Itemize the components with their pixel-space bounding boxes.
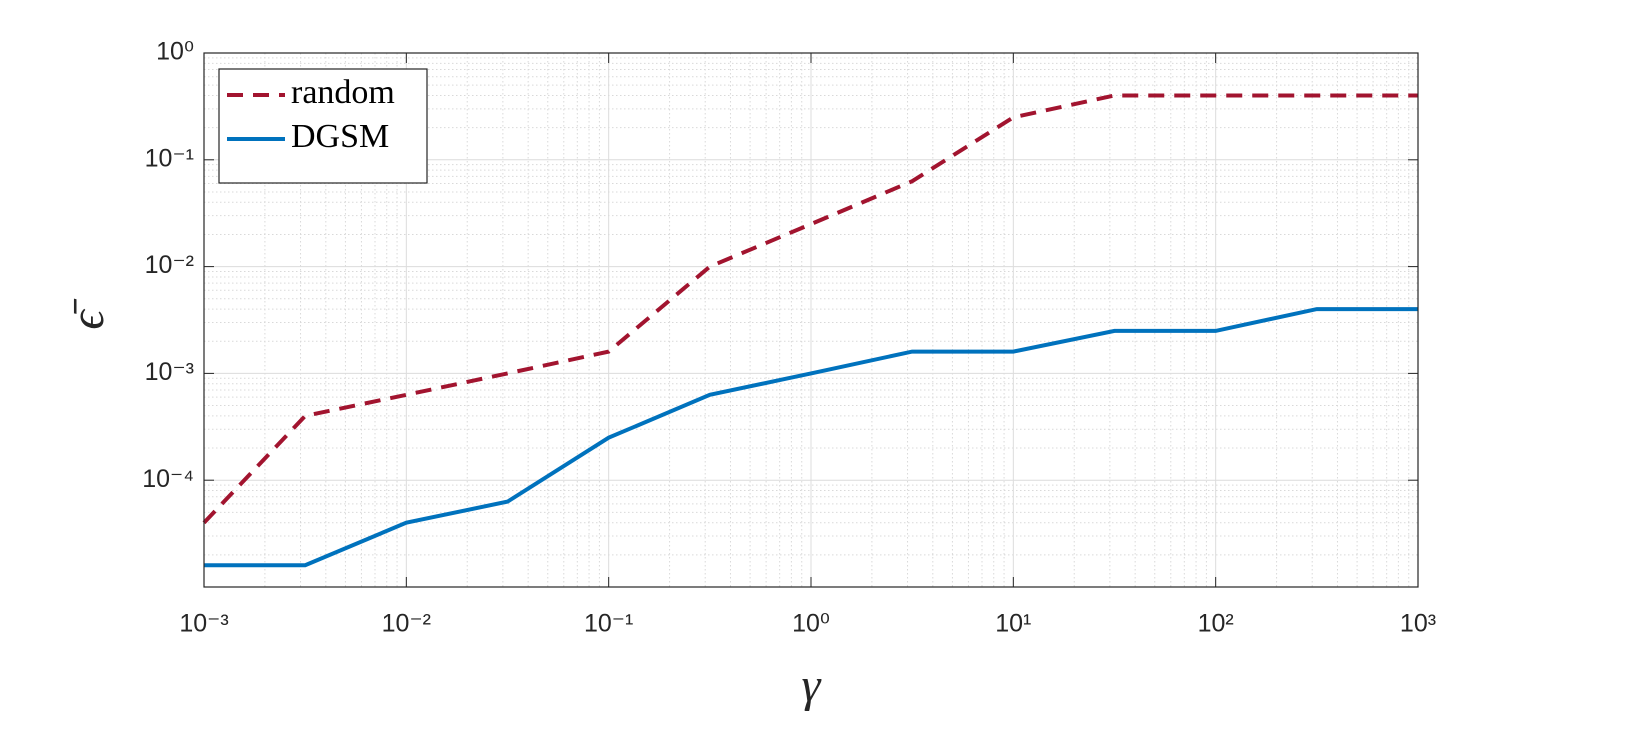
legend-label: DGSM [291, 118, 389, 155]
data-line [202, 93, 1418, 525]
x-axis-label: γ [802, 659, 822, 712]
y-tick-label: 10⁻¹ [145, 144, 194, 172]
legend-label: random [291, 74, 395, 111]
y-tick-label: 10⁻² [145, 251, 194, 279]
y-tick-label: 10⁻³ [145, 358, 194, 386]
x-tick-label: 10⁻² [382, 610, 431, 638]
x-tick-label: 10⁻³ [179, 610, 228, 638]
y-tick-label: 10⁻⁴ [142, 465, 194, 493]
x-tick-label: 10⁰ [792, 610, 830, 638]
x-tick-label: 10³ [1400, 610, 1436, 638]
y-tick-label: 10⁰ [156, 38, 194, 66]
legend-box [218, 68, 428, 184]
plot-area [202, 93, 1418, 568]
x-tick-label: 10² [1198, 610, 1234, 638]
x-tick-label: 10¹ [995, 610, 1031, 638]
axes-box [203, 52, 1419, 588]
x-tick-label: 10⁻¹ [584, 610, 633, 638]
data-line [204, 307, 1418, 568]
